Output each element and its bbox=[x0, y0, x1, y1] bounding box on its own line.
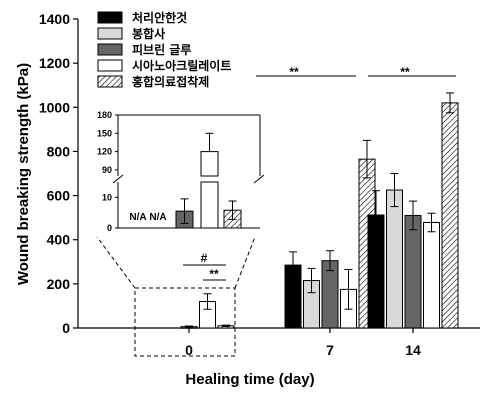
x-tick-label: 0 bbox=[185, 342, 193, 358]
labels-layer: ** **#**Healing time (day)Wound breaking … bbox=[15, 63, 456, 388]
legend-label: 시아노아크릴레이트 bbox=[132, 58, 231, 73]
zoom-connector bbox=[96, 236, 136, 289]
inset-bar bbox=[200, 181, 219, 229]
legend-swatch bbox=[97, 27, 123, 40]
legend-swatch bbox=[97, 11, 123, 24]
y-axis-title: Wound breaking strength (kPa) bbox=[15, 63, 32, 285]
axis-break-mark bbox=[253, 174, 265, 184]
significance-label: ** bbox=[209, 267, 219, 281]
inset-bar bbox=[200, 151, 219, 177]
y-tick-label: 1400 bbox=[39, 11, 70, 27]
y-tick-label: 200 bbox=[47, 276, 71, 292]
bar bbox=[423, 221, 440, 329]
y-tick-label: 1000 bbox=[39, 99, 70, 115]
y-tick-label: 400 bbox=[47, 232, 71, 248]
inset-y-tick-label: 120 bbox=[97, 147, 112, 157]
y-tick-label: 800 bbox=[47, 143, 71, 159]
inset-y-tick-label: 0 bbox=[107, 223, 112, 233]
significance-label: ** bbox=[400, 65, 410, 79]
legend-label: 봉합사 bbox=[132, 26, 165, 41]
legend-swatch bbox=[97, 75, 123, 88]
inset-y-tick-label: 180 bbox=[97, 110, 112, 120]
x-tick-label: 14 bbox=[405, 342, 421, 358]
axis-break-mark bbox=[112, 174, 124, 184]
significance-label: # bbox=[201, 251, 208, 265]
legend-label: 피브린 글루 bbox=[132, 42, 191, 57]
significance-label: ** bbox=[289, 65, 299, 79]
bars-layer bbox=[180, 92, 459, 329]
na-label: N/A bbox=[149, 212, 166, 223]
inset-y-tick-label: 90 bbox=[102, 165, 112, 175]
legend-label: 홍합의료접착제 bbox=[132, 74, 209, 89]
bar bbox=[386, 189, 403, 329]
legend-swatch bbox=[97, 43, 123, 56]
inset-y-tick-label: 10 bbox=[102, 192, 112, 202]
zoom-connector bbox=[234, 236, 256, 289]
bar bbox=[441, 102, 459, 329]
na-label: N/A bbox=[129, 212, 146, 223]
y-tick-label: 0 bbox=[62, 320, 70, 336]
legend-label: 처리안한것 bbox=[132, 10, 187, 25]
inset-y-tick-label: 150 bbox=[97, 128, 112, 138]
bar bbox=[404, 214, 422, 329]
y-tick-label: 600 bbox=[47, 188, 71, 204]
x-tick-label: 7 bbox=[326, 342, 334, 358]
legend-swatch bbox=[97, 59, 123, 72]
zoom-region-box bbox=[134, 287, 236, 357]
x-axis-title: Healing time (day) bbox=[185, 371, 314, 388]
inset-layer: 0 10 90 120 150 180 N/A N/A bbox=[95, 108, 265, 233]
y-tick-label: 1200 bbox=[39, 55, 70, 71]
